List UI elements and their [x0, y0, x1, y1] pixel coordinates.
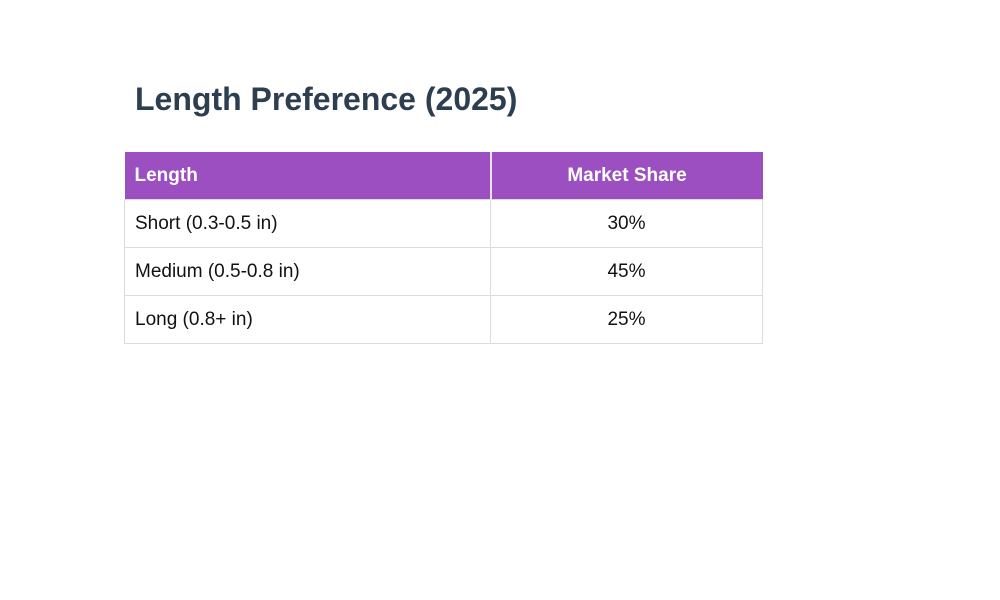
table-row: Short (0.3-0.5 in) 30% [124, 199, 763, 248]
table-row: Long (0.8+ in) 25% [124, 295, 763, 344]
length-cell: Long (0.8+ in) [124, 295, 491, 344]
market-share-cell: 45% [490, 247, 763, 296]
column-header-length: Length [124, 152, 491, 200]
table-container: Length Market Share Short (0.3-0.5 in) 3… [124, 152, 763, 344]
market-share-cell: 30% [490, 199, 763, 248]
column-header-market-share: Market Share [489, 152, 763, 200]
length-preference-table: Length Market Share Short (0.3-0.5 in) 3… [124, 152, 763, 344]
market-share-cell: 25% [490, 295, 763, 344]
table-row: Medium (0.5-0.8 in) 45% [124, 247, 763, 296]
page-title: Length Preference (2025) [135, 81, 518, 118]
table-body: Short (0.3-0.5 in) 30% Medium (0.5-0.8 i… [124, 199, 763, 344]
table-header: Length Market Share [124, 152, 763, 200]
length-cell: Short (0.3-0.5 in) [124, 199, 491, 248]
length-cell: Medium (0.5-0.8 in) [124, 247, 491, 296]
header-row: Length Market Share [124, 152, 763, 200]
